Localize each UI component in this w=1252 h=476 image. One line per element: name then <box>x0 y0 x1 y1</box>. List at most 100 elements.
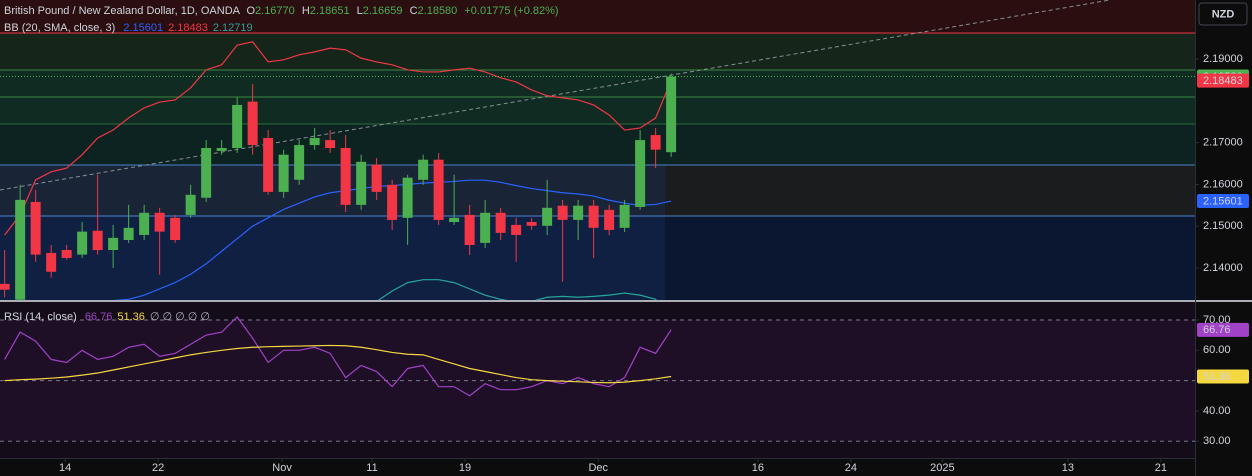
x-tick-label: Dec <box>588 462 608 474</box>
candle-body <box>232 104 243 149</box>
rsi-value: 66.76 <box>85 311 113 323</box>
candle-body <box>185 194 196 215</box>
high-key: H <box>302 5 310 17</box>
x-tick-label: 24 <box>845 462 857 474</box>
y-tick-label: 2.17000 <box>1203 136 1243 148</box>
zone <box>0 216 1195 300</box>
price-plot <box>0 41 1195 300</box>
candle-body <box>263 137 274 192</box>
zone <box>0 0 1195 33</box>
candle-body <box>573 205 584 220</box>
zone <box>0 124 1195 165</box>
price-badge-label: 51.36 <box>1203 371 1231 383</box>
line <box>4 41 672 236</box>
candle-body <box>325 140 336 149</box>
zone <box>0 33 1195 70</box>
candle-body <box>635 140 646 207</box>
rsi-value: 51.36 <box>117 311 145 323</box>
candle-body <box>356 161 367 205</box>
bb-label: BB (20, SMA, close, 3) <box>4 22 115 34</box>
candle-body <box>371 164 382 192</box>
bb-value: 2.12719 <box>213 22 253 34</box>
x-tick-label: 11 <box>366 462 377 474</box>
open-key: O <box>246 5 255 17</box>
x-tick-label: Nov <box>272 462 292 474</box>
candle-body <box>433 159 444 220</box>
candle-body <box>511 224 522 235</box>
candle-body <box>650 135 661 150</box>
y-tick-label: 2.15000 <box>1203 220 1243 232</box>
rsi-extra: ∅ ∅ ∅ ∅ ∅ <box>150 311 210 323</box>
candle-body <box>294 145 305 180</box>
bb-value: 2.18483 <box>168 22 208 34</box>
price-badge <box>1197 369 1249 384</box>
zone <box>0 165 665 300</box>
price-badge-label: 66.76 <box>1203 324 1231 336</box>
change: +0.01775 (+0.82%) <box>464 5 558 17</box>
currency[interactable]: NZD <box>1212 8 1235 20</box>
close: 2.18580 <box>418 5 458 17</box>
candle-body <box>216 148 227 151</box>
price-badge <box>1197 194 1249 209</box>
bb-value: 2.15601 <box>123 22 163 34</box>
candle-body <box>139 212 150 235</box>
bb-legend: BB (20, SMA, close, 3) 2.15601 2.18483 2.1… <box>4 22 253 34</box>
rsi-legend: RSI (14, close) 66.76 51.36 ∅ ∅ ∅ ∅ ∅ <box>4 311 210 323</box>
high: 2.18651 <box>310 5 350 17</box>
candle-body <box>604 209 615 230</box>
candle-body <box>92 230 103 251</box>
y-tick-label: 60.00 <box>1203 344 1231 356</box>
candle-body <box>588 205 599 228</box>
candle-body <box>123 227 134 240</box>
line <box>112 179 672 300</box>
header: British Pound / New Zealand Dollar, 1D, … <box>4 5 559 17</box>
x-tick-label: 13 <box>1062 462 1074 474</box>
rsi-label: RSI (14, close) <box>4 311 77 323</box>
symbol: British Pound / New Zealand Dollar, 1D, … <box>4 5 241 17</box>
x-tick-label: 14 <box>59 462 71 474</box>
candle-body <box>15 199 26 300</box>
candle-body <box>449 217 460 223</box>
open: 2.16770 <box>255 5 295 17</box>
y-tick-label: 2.19000 <box>1203 53 1243 65</box>
y-tick-label: 2.14000 <box>1203 262 1243 274</box>
candle-body <box>542 207 553 226</box>
candle-body <box>170 217 181 240</box>
candle-body <box>108 237 119 251</box>
x-tick-label: 19 <box>459 462 471 474</box>
line <box>4 344 672 384</box>
candle-body <box>402 177 413 218</box>
low-key: L <box>357 5 363 17</box>
x-tick-label: 22 <box>152 462 164 474</box>
candle-body <box>340 148 351 205</box>
candle-body <box>666 76 677 153</box>
candle-body <box>278 154 289 192</box>
x-tick-label: 2025 <box>930 462 954 474</box>
candle-body <box>464 214 475 245</box>
close-key: C <box>410 5 418 17</box>
price-badge <box>1197 322 1249 337</box>
rsi-plot <box>0 316 1195 442</box>
currency-box[interactable] <box>1198 2 1248 26</box>
candle-body <box>154 212 165 232</box>
candle-body <box>526 222 537 226</box>
candle-body <box>30 201 41 255</box>
candle-body <box>46 252 57 272</box>
x-tick-label: 16 <box>752 462 764 474</box>
y-tick-label: 30.00 <box>1203 435 1231 447</box>
candle-body <box>495 212 506 233</box>
price-badge-label: 2.18483 <box>1203 75 1243 87</box>
candle-body <box>557 205 568 220</box>
y-tick-label: 2.16000 <box>1203 178 1243 190</box>
price-badge <box>1197 73 1249 88</box>
candle-body <box>619 204 630 228</box>
candle-body <box>61 250 72 258</box>
candle-body <box>418 159 429 180</box>
candle-body <box>309 137 320 146</box>
candle-body <box>201 148 212 198</box>
y-tick-label: 40.00 <box>1203 405 1231 417</box>
low: 2.16659 <box>363 5 403 17</box>
line <box>4 316 672 397</box>
